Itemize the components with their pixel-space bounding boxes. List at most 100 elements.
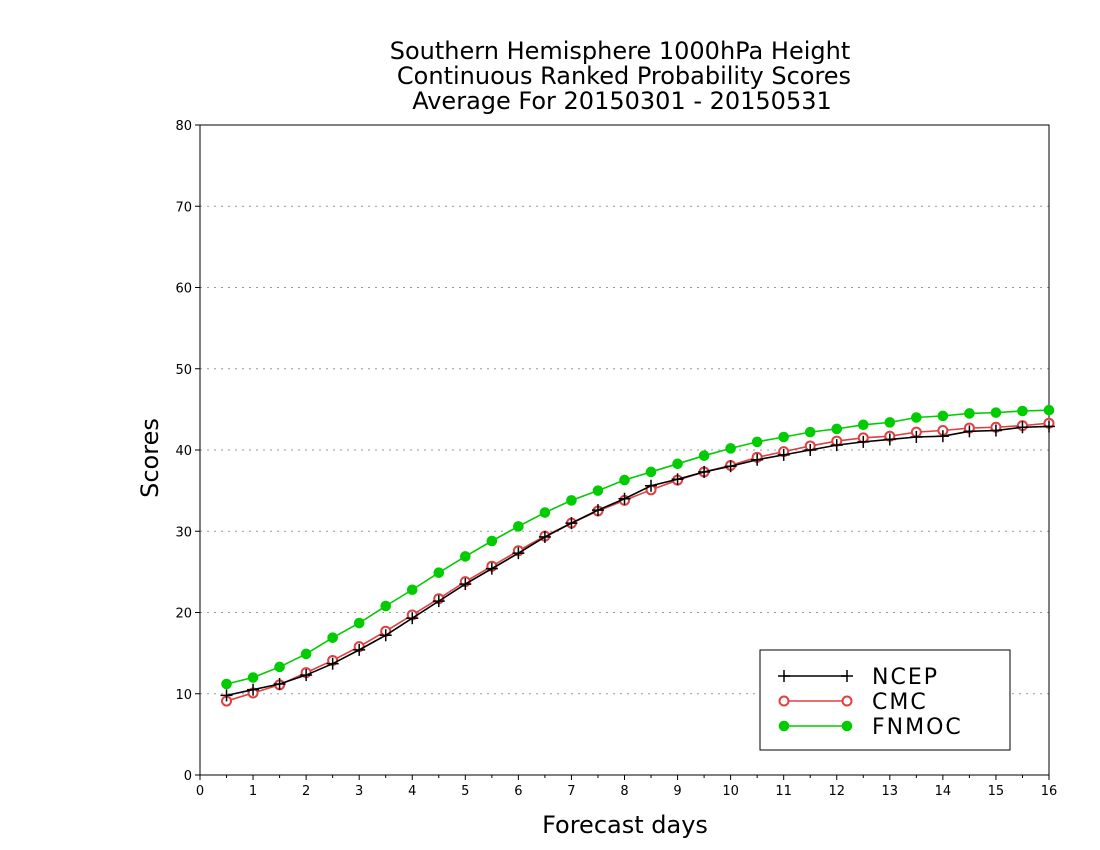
x-tick-label: 15 [988, 784, 1005, 799]
legend-label-ncep: NCEP [872, 665, 939, 690]
legend-marker-ncep [778, 670, 790, 682]
data-point-ncep [485, 562, 498, 575]
data-point-fnmoc [964, 408, 975, 419]
data-point-fnmoc [486, 535, 498, 547]
y-tick-label: 20 [175, 607, 192, 622]
series-fnmoc [221, 404, 1055, 690]
data-point-fnmoc [911, 412, 922, 423]
data-point-fnmoc [1017, 405, 1028, 417]
data-point-ncep [645, 479, 658, 492]
x-tick-label: 7 [567, 784, 575, 799]
series-line-fnmoc [226, 409, 1050, 685]
data-point-ncep [432, 595, 445, 608]
data-point-ncep [512, 547, 525, 560]
data-point-fnmoc [725, 443, 736, 454]
data-point-fnmoc [300, 648, 312, 660]
data-point-fnmoc [698, 450, 710, 461]
x-tick-label: 5 [461, 784, 469, 799]
legend-entry-ncep: NCEP [778, 665, 939, 690]
x-tick-label: 16 [1041, 784, 1058, 799]
data-point-fnmoc [645, 466, 657, 478]
grid-lines [200, 205, 1049, 695]
x-tick-label: 3 [355, 784, 363, 799]
data-point-ncep [804, 444, 817, 456]
y-tick-label: 50 [175, 363, 192, 378]
data-point-fnmoc [433, 567, 445, 578]
data-point-ncep [353, 643, 366, 656]
data-point-fnmoc [592, 485, 604, 496]
title-line-2: Continuous Ranked Probability Scores [397, 62, 851, 90]
data-point-ncep [883, 433, 896, 446]
x-tick-label: 10 [722, 784, 739, 799]
data-point-ncep [698, 465, 711, 478]
data-point-ncep [830, 439, 843, 452]
data-point-fnmoc [460, 551, 471, 562]
x-tick-label: 6 [514, 784, 522, 799]
chart-title: Southern Hemisphere 1000hPa Height Conti… [390, 37, 851, 115]
legend-label-fnmoc: FNMOC [872, 715, 963, 740]
data-point-fnmoc [990, 407, 1002, 418]
legend-marker-fnmoc [778, 720, 790, 732]
data-point-ncep [379, 629, 392, 642]
data-point-ncep [671, 473, 684, 486]
data-point-fnmoc [566, 495, 577, 506]
data-point-ncep [1043, 420, 1055, 433]
legend-marker-fnmoc [841, 720, 853, 732]
y-tick-label: 60 [175, 282, 192, 297]
data-point-fnmoc [778, 431, 789, 443]
data-point-ncep [857, 435, 870, 448]
data-point-ncep [538, 530, 551, 543]
title-line-3: Average For 20150301 - 20150531 [412, 87, 832, 115]
legend-marker-cmc [841, 695, 853, 707]
data-point-fnmoc [1043, 404, 1055, 416]
data-point-ncep [618, 492, 631, 505]
x-tick-label: 14 [935, 784, 952, 799]
data-point-ncep [963, 425, 976, 438]
data-point-fnmoc [619, 474, 630, 486]
data-point-ncep [406, 612, 419, 625]
data-point-fnmoc [831, 423, 843, 435]
x-tick-label: 11 [775, 784, 792, 799]
y-tick-label: 10 [175, 688, 192, 703]
legend-label-cmc: CMC [872, 690, 928, 715]
x-tick-label: 2 [302, 784, 310, 799]
data-point-fnmoc [274, 661, 285, 673]
data-point-ncep [751, 453, 764, 466]
title-line-1: Southern Hemisphere 1000hPa Height [390, 37, 850, 65]
legend-entry-cmc: CMC [778, 690, 928, 715]
plot-series [220, 404, 1055, 707]
data-point-ncep [220, 689, 233, 702]
y-tick-label: 40 [175, 444, 192, 459]
data-point-ncep [910, 431, 923, 443]
y-tick-label: 30 [175, 525, 192, 540]
data-point-fnmoc [327, 632, 338, 643]
data-point-fnmoc [884, 417, 896, 428]
legend-box [759, 649, 1011, 751]
data-point-fnmoc [353, 617, 365, 629]
data-point-ncep [936, 430, 949, 443]
x-tick-label: 9 [673, 784, 681, 799]
y-tick-label: 70 [175, 200, 192, 215]
x-tick-label: 12 [828, 784, 845, 799]
data-point-ncep [777, 448, 790, 461]
data-point-fnmoc [751, 436, 763, 448]
y-tick-label: 80 [175, 119, 192, 134]
data-point-ncep [591, 504, 604, 517]
legend-marker-ncep [841, 670, 853, 682]
data-point-fnmoc [513, 521, 524, 532]
x-axis-label: Forecast days [542, 811, 708, 839]
data-point-fnmoc [937, 410, 949, 422]
data-point-ncep [247, 683, 260, 696]
data-point-ncep [273, 678, 286, 690]
y-tick-label: 0 [184, 769, 192, 784]
legend-marker-cmc [778, 695, 790, 707]
data-point-fnmoc [247, 672, 259, 683]
data-point-ncep [1016, 421, 1029, 434]
data-point-ncep [459, 578, 472, 591]
series-ncep [220, 420, 1055, 702]
data-point-fnmoc [539, 507, 551, 518]
